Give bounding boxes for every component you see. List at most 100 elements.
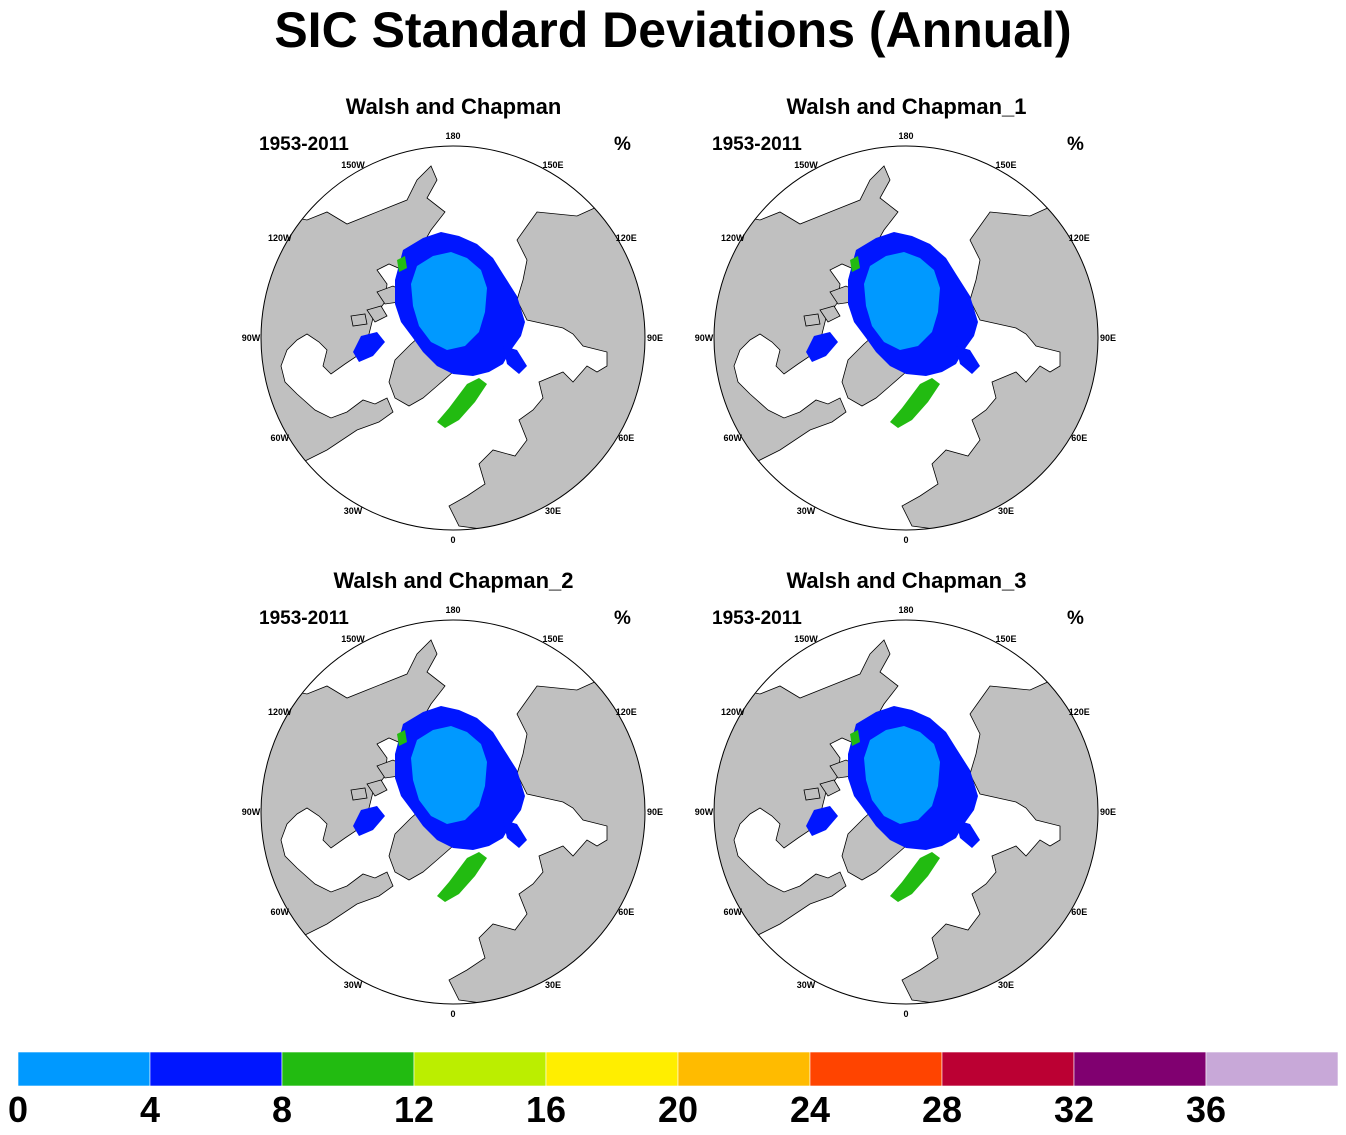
colorbar-swatch bbox=[1073, 1052, 1207, 1086]
colorbar-tick-label: 20 bbox=[657, 1089, 699, 1130]
lon-label: 60E bbox=[1071, 907, 1087, 917]
lon-label: 30W bbox=[797, 506, 816, 516]
sea-ice-field bbox=[353, 232, 527, 428]
lon-label: 30E bbox=[998, 980, 1014, 990]
lon-label: 120E bbox=[616, 707, 637, 717]
polar-map: 180 150E 120E 90E 60E 30E 0 30W 60W 90W 120W 150W bbox=[242, 605, 663, 1019]
lon-label: 60E bbox=[618, 907, 634, 917]
land-mass bbox=[366, 305, 388, 323]
band-8-12 bbox=[890, 378, 940, 428]
lon-label: 180 bbox=[445, 605, 460, 615]
colorbar-swatch bbox=[809, 1052, 943, 1086]
lon-label: 90E bbox=[647, 333, 663, 343]
colorbar-swatch bbox=[18, 1052, 151, 1086]
colorbar-tick-label: 16 bbox=[525, 1089, 567, 1130]
panel-title: Walsh and Chapman_1 bbox=[786, 94, 1027, 119]
lon-label: 120E bbox=[616, 233, 637, 243]
map-border bbox=[713, 619, 1099, 1005]
lon-label: 60E bbox=[1071, 433, 1087, 443]
band-4-8 bbox=[353, 806, 385, 836]
lon-label: 150E bbox=[995, 160, 1016, 170]
band-4-8 bbox=[956, 346, 980, 374]
panel-period: 1953-2011 bbox=[259, 134, 349, 155]
panel-period: 1953-2011 bbox=[259, 608, 349, 629]
lon-label: 120W bbox=[268, 233, 292, 243]
lon-label: 60W bbox=[724, 433, 743, 443]
lon-label: 90W bbox=[695, 807, 714, 817]
panel-unit: % bbox=[614, 134, 631, 155]
sea-ice-field bbox=[806, 232, 980, 428]
lon-label: 90E bbox=[1100, 333, 1116, 343]
land-mass bbox=[819, 779, 841, 797]
lon-label: 60W bbox=[271, 433, 290, 443]
colorbar-tick-label: 24 bbox=[789, 1089, 831, 1130]
land-mass bbox=[366, 779, 388, 797]
lon-label: 90W bbox=[695, 333, 714, 343]
lon-label: 120E bbox=[1069, 233, 1090, 243]
lon-label: 0 bbox=[450, 1009, 455, 1019]
band-0-4 bbox=[864, 252, 940, 350]
map-border bbox=[260, 145, 646, 531]
lon-label: 0 bbox=[903, 535, 908, 545]
lon-label: 30E bbox=[545, 506, 561, 516]
land-mass bbox=[803, 313, 821, 327]
band-8-12 bbox=[850, 256, 860, 272]
colorbar bbox=[18, 1052, 1338, 1086]
lon-label: 150W bbox=[341, 160, 365, 170]
lon-label: 0 bbox=[450, 535, 455, 545]
band-4-8 bbox=[353, 332, 385, 362]
lon-label: 30E bbox=[998, 506, 1014, 516]
lon-label: 120E bbox=[1069, 707, 1090, 717]
land-mass bbox=[350, 313, 368, 327]
colorbar-tick-label: 36 bbox=[1185, 1089, 1227, 1130]
band-8-12 bbox=[890, 852, 940, 902]
lon-label: 30W bbox=[344, 980, 363, 990]
band-4-8 bbox=[503, 820, 527, 848]
lon-label: 30W bbox=[797, 980, 816, 990]
lon-label: 150E bbox=[542, 634, 563, 644]
band-8-12 bbox=[397, 730, 407, 746]
lon-label: 30E bbox=[545, 980, 561, 990]
band-0-4 bbox=[411, 252, 487, 350]
land-mass bbox=[819, 305, 841, 323]
band-8-12 bbox=[437, 378, 487, 428]
panel-title: Walsh and Chapman_3 bbox=[786, 568, 1027, 593]
panel-period: 1953-2011 bbox=[712, 134, 802, 155]
land-mass bbox=[350, 787, 368, 801]
band-8-12 bbox=[397, 256, 407, 272]
polar-map: 180 150E 120E 90E 60E 30E 0 30W 60W 90W 120W 150W bbox=[242, 131, 663, 545]
lon-label: 90W bbox=[242, 333, 261, 343]
colorbar-tick-label: 4 bbox=[139, 1089, 161, 1130]
lon-label: 60E bbox=[618, 433, 634, 443]
colorbar-tick-label: 8 bbox=[271, 1089, 293, 1130]
sea-ice-field bbox=[353, 706, 527, 902]
map-panel: Walsh and Chapman_1 1953-2011% 180 150E 120E… bbox=[680, 92, 1133, 566]
band-4-8 bbox=[503, 346, 527, 374]
lon-label: 150W bbox=[794, 160, 818, 170]
lon-label: 120W bbox=[721, 707, 745, 717]
lon-label: 90W bbox=[242, 807, 261, 817]
colorbar-swatch bbox=[677, 1052, 811, 1086]
land-mass bbox=[803, 787, 821, 801]
map-border bbox=[260, 619, 646, 1005]
colorbar-tick-label: 28 bbox=[921, 1089, 963, 1130]
lon-label: 150E bbox=[542, 160, 563, 170]
lon-label: 180 bbox=[445, 131, 460, 141]
colorbar-swatch bbox=[413, 1052, 547, 1086]
panel-unit: % bbox=[614, 608, 631, 629]
panel-title: Walsh and Chapman_2 bbox=[333, 568, 574, 593]
sea-ice-field bbox=[806, 706, 980, 902]
band-8-12 bbox=[437, 852, 487, 902]
polar-map: 180 150E 120E 90E 60E 30E 0 30W 60W 90W 120W 150W bbox=[695, 605, 1116, 1019]
band-4-8 bbox=[806, 332, 838, 362]
panel-unit: % bbox=[1067, 134, 1084, 155]
lon-label: 150E bbox=[995, 634, 1016, 644]
lon-label: 30W bbox=[344, 506, 363, 516]
colorbar-swatch bbox=[941, 1052, 1075, 1086]
map-border bbox=[713, 145, 1099, 531]
colorbar-tick-label: 12 bbox=[393, 1089, 435, 1130]
lon-label: 150W bbox=[341, 634, 365, 644]
band-0-4 bbox=[411, 726, 487, 824]
map-panel: Walsh and Chapman_2 1953-2011% 180 150E 120E… bbox=[227, 566, 680, 1040]
colorbar-tick-label: 32 bbox=[1053, 1089, 1095, 1130]
